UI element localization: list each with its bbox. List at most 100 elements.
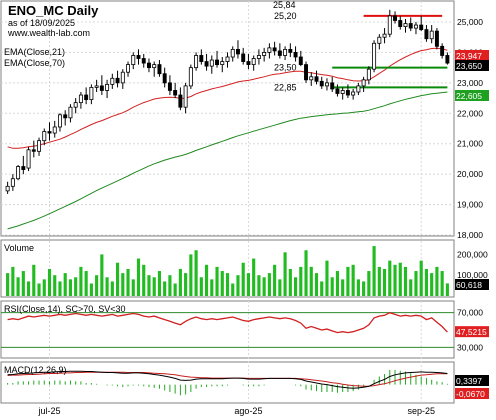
candle-up xyxy=(429,30,434,40)
candle-up xyxy=(382,33,387,38)
volume-bar xyxy=(79,266,83,296)
macd-badge xyxy=(455,375,489,386)
candle-up xyxy=(131,55,136,65)
candle-up xyxy=(366,68,371,81)
candle-up xyxy=(220,61,225,66)
volume-bar xyxy=(194,250,198,296)
chart-title: ENO_MC Daily xyxy=(8,3,99,18)
candle-down xyxy=(99,85,104,91)
candle-down xyxy=(136,55,141,59)
volume-badge-label: 60,618 xyxy=(456,280,482,290)
volume-bar xyxy=(184,273,188,296)
volume-bar xyxy=(152,277,156,296)
candle-down xyxy=(146,62,151,69)
volume-bar xyxy=(356,279,360,296)
volume-bar xyxy=(398,262,402,296)
volume-bar xyxy=(37,283,41,296)
volume-bar xyxy=(74,277,78,296)
volume-bar xyxy=(346,266,350,296)
candle-down xyxy=(47,131,52,134)
candle-up xyxy=(230,48,235,58)
candle-down xyxy=(178,94,183,108)
volume-bar xyxy=(440,271,444,296)
volume-bar xyxy=(320,281,324,296)
volume-bar xyxy=(53,275,57,296)
volume-bar xyxy=(314,273,319,296)
volume-bar xyxy=(204,264,209,296)
grid-lines xyxy=(1,1,454,403)
volume-bar xyxy=(252,258,256,296)
volume-bar xyxy=(362,281,366,296)
volume-tick-label: 100,000 xyxy=(457,270,488,280)
price-tick-label: 22,000 xyxy=(457,108,483,118)
candle-down xyxy=(393,15,398,21)
volume-bar xyxy=(299,266,303,296)
candle-up xyxy=(152,64,157,69)
candle-up xyxy=(372,42,377,70)
volume-bar xyxy=(199,277,203,296)
candle-up xyxy=(42,131,47,142)
rsi-series: 70,000 30,000 47,5215 xyxy=(1,308,489,352)
candle-up xyxy=(262,52,267,56)
candle-down xyxy=(115,77,120,84)
volume-bar xyxy=(330,277,334,296)
volume-bar xyxy=(126,268,130,296)
candle-up xyxy=(110,77,115,85)
candle-down xyxy=(141,58,146,64)
date-tick-label: jul-25 xyxy=(37,406,60,416)
volume-bar xyxy=(84,271,88,296)
candle-up xyxy=(351,91,356,96)
candle-up xyxy=(26,149,31,169)
ema21-label: EMA(Close,21) xyxy=(4,47,65,57)
volume-bar xyxy=(136,258,141,296)
price-badge xyxy=(455,50,489,61)
site-text: www.wealth-lab.com xyxy=(7,28,90,38)
volume-tick-label: 200,000 xyxy=(457,249,488,259)
candle-up xyxy=(309,76,314,81)
price-tick-label: 19,000 xyxy=(457,200,483,210)
volume-bar xyxy=(341,279,345,296)
macd-series: 0,3397 -0,0670 xyxy=(7,369,489,399)
candle-up xyxy=(188,67,193,87)
candle-down xyxy=(330,82,335,90)
macd-hist-badge xyxy=(455,388,489,399)
candle-up xyxy=(126,64,131,73)
volume-bar xyxy=(257,275,261,296)
volume-bar xyxy=(6,273,10,296)
volume-pane-title: Volume xyxy=(4,243,34,253)
volume-bar xyxy=(351,264,355,296)
candle-down xyxy=(288,48,293,53)
candle-down xyxy=(298,56,303,66)
volume-bar xyxy=(26,281,31,296)
ema70-line xyxy=(7,91,448,230)
candle-up xyxy=(361,79,366,87)
volume-bar xyxy=(21,271,25,296)
volume-bar xyxy=(293,277,298,296)
candle-down xyxy=(398,20,403,27)
candle-down xyxy=(272,47,277,52)
ema70-series xyxy=(7,91,448,230)
candle-up xyxy=(387,15,392,35)
volume-bar xyxy=(231,283,235,296)
candle-down xyxy=(335,88,340,94)
rsi-tick-label: 30,000 xyxy=(457,342,483,352)
ema21-series xyxy=(7,47,448,149)
volume-bar xyxy=(283,252,287,296)
volume-bar xyxy=(47,268,52,296)
volume-bar xyxy=(131,279,135,296)
volume-bar xyxy=(445,283,449,296)
candle-up xyxy=(403,23,408,27)
volume-bar xyxy=(89,283,93,296)
volume-bar xyxy=(335,271,340,296)
candle-down xyxy=(241,53,246,62)
volume-bar xyxy=(419,260,423,296)
candle-down xyxy=(319,80,324,87)
volume-bar xyxy=(42,279,46,296)
level-label-top: 25,84 xyxy=(273,0,296,10)
volume-bar xyxy=(435,266,439,296)
candle-down xyxy=(215,59,219,65)
candle-up xyxy=(5,185,10,192)
volume-bar xyxy=(163,281,167,296)
volume-bar xyxy=(367,271,371,296)
